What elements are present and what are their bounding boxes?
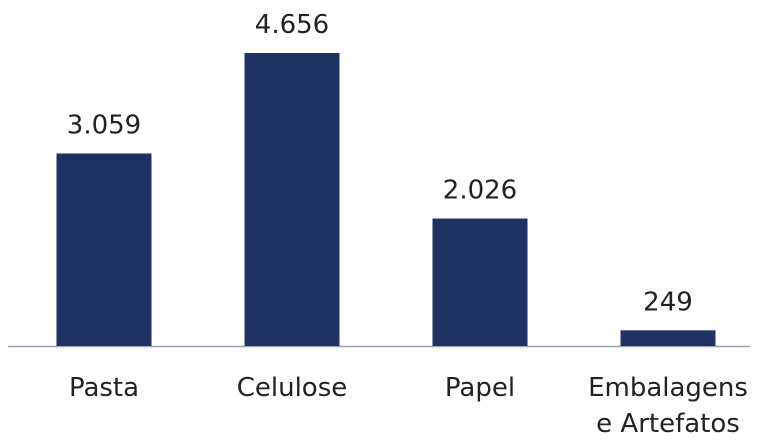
category-label-3-line-0: Embalagens	[588, 373, 748, 403]
category-label-2: Papel	[445, 373, 515, 403]
value-label-2: 2.026	[443, 176, 517, 206]
value-label-0: 3.059	[67, 110, 141, 140]
category-label-0: Pasta	[69, 373, 139, 403]
value-label-1: 4.656	[255, 10, 329, 40]
category-label-3-line-1: e Artefatos	[596, 409, 740, 439]
value-label-3: 249	[643, 287, 693, 317]
bar-3	[620, 330, 716, 346]
category-label-1: Celulose	[237, 373, 348, 403]
bar-2	[432, 218, 528, 346]
bars-group	[56, 53, 716, 346]
bar-0	[56, 153, 152, 346]
bar-1	[244, 53, 340, 346]
category-labels-group: Pasta Celulose Papel Embalagens e Artefatos	[69, 373, 748, 439]
value-labels-group: 3.059 4.656 2.026 249	[67, 10, 693, 317]
